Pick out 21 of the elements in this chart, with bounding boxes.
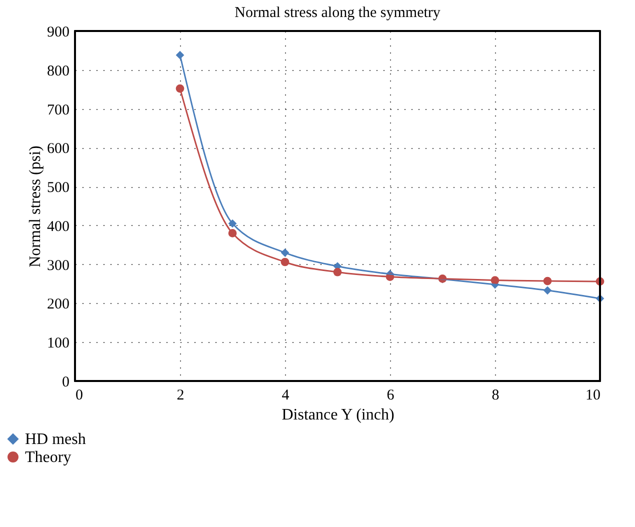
y-tick-label: 500 — [47, 180, 70, 196]
legend-label: HD mesh — [25, 431, 86, 448]
x-tick-label: 2 — [176, 388, 184, 404]
y-tick-label: 0 — [62, 374, 70, 390]
y-tick-label: 400 — [47, 218, 70, 235]
y-tick-label: 700 — [47, 102, 70, 118]
y-tick-label: 900 — [47, 24, 70, 40]
legend-label: Theory — [25, 449, 72, 466]
x-tick-label: 10 — [586, 388, 600, 404]
chart-title: Normal stress along the symmetry — [234, 5, 441, 21]
y-tick-label: 600 — [47, 141, 70, 158]
y-axis-title: Normal stress (psi) — [27, 146, 44, 268]
x-axis-title: Distance Y (inch) — [282, 406, 394, 424]
y-tick-label: 200 — [47, 296, 70, 313]
x-tick-label: 8 — [492, 388, 500, 404]
x-tick-label: 0 — [76, 388, 83, 404]
y-tick-label: 800 — [47, 63, 70, 80]
x-tick-label: 6 — [386, 388, 395, 404]
y-tick-label: 300 — [47, 258, 70, 274]
y-tick-label: 100 — [47, 336, 70, 352]
x-tick-label: 4 — [282, 388, 290, 404]
